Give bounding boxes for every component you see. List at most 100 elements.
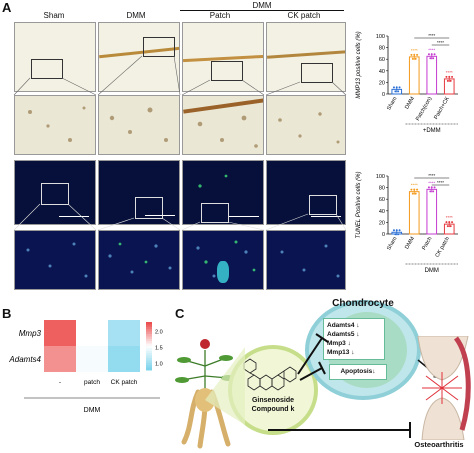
data-point xyxy=(429,57,432,60)
data-point xyxy=(410,53,413,56)
sig-bracket-label: **** xyxy=(437,40,444,45)
tunel-overview-patch xyxy=(182,160,264,225)
apoptosis-box: Apoptosis↓ xyxy=(329,364,387,380)
data-point xyxy=(394,233,397,236)
y-tick-label: 40 xyxy=(379,69,385,75)
compound-name-line1: Ginsenoside xyxy=(251,397,294,404)
heatmap-cell xyxy=(76,320,108,346)
y-tick-label: 60 xyxy=(379,197,385,203)
ihc-overview-dmm xyxy=(98,22,180,92)
x-tick-label: DMM xyxy=(404,236,416,251)
zoom-box xyxy=(211,61,243,81)
data-point xyxy=(398,86,401,89)
data-point xyxy=(448,75,451,78)
ginseng-berry xyxy=(200,339,210,349)
data-point xyxy=(446,79,449,82)
data-point xyxy=(451,75,454,78)
data-point xyxy=(413,53,416,56)
colorbar-segment xyxy=(146,350,152,354)
x-tick-label: DMM xyxy=(404,96,416,111)
heatmap-column-label: CK patch xyxy=(111,379,138,386)
data-point xyxy=(395,86,398,89)
group-label: +DMM xyxy=(423,128,441,134)
data-point xyxy=(432,190,435,193)
tunel-overview-ck-patch xyxy=(266,160,346,225)
data-point xyxy=(449,79,452,82)
colorbar-segment xyxy=(146,338,152,342)
ihc-zoom-patch xyxy=(182,95,264,155)
tunel-zoom-patch xyxy=(182,230,264,290)
x-tick-label: Patch xyxy=(421,236,433,251)
colorbar-segment xyxy=(146,336,152,340)
data-point xyxy=(427,53,430,56)
y-tick-label: 60 xyxy=(379,57,385,63)
x-tick-label: Patch+CK xyxy=(433,96,451,121)
sig-bracket-label: **** xyxy=(437,180,444,185)
x-tick-label: Patch(con) xyxy=(415,96,434,122)
data-point xyxy=(427,186,430,189)
y-tick-label: 0 xyxy=(382,92,385,98)
colorbar-segment xyxy=(146,322,152,325)
bar xyxy=(426,55,438,95)
tunel-zoom-ck-patch xyxy=(266,230,346,290)
data-point xyxy=(430,53,433,56)
colorbar-tick-label: 2.0 xyxy=(155,330,163,336)
y-tick-label: 80 xyxy=(379,186,385,192)
x-tick-label: Sham xyxy=(386,96,399,112)
zoom-box xyxy=(31,59,63,79)
zoom-box xyxy=(135,197,163,219)
column-title-dmm: DMM xyxy=(126,11,146,20)
zoom-connectors xyxy=(13,55,347,231)
heatmap-chart: Mmp3 Adamts4 - patch CK patch DMM 2.0 1.5 1.0 xyxy=(8,320,163,414)
data-point xyxy=(429,190,432,193)
colorbar-segment xyxy=(146,331,152,335)
colorbar-segment xyxy=(146,324,152,328)
heatmap-cell xyxy=(108,320,140,346)
ihc-overview-patch xyxy=(182,22,264,92)
tunel-overview-sham xyxy=(14,160,96,225)
data-point xyxy=(392,229,395,232)
data-point xyxy=(414,57,417,60)
heatmap-row-label: Adamts4 xyxy=(8,355,41,364)
data-point xyxy=(446,225,449,228)
y-axis-label: TUNEL Positive cells (%) xyxy=(356,172,362,239)
sig-bracket-label: **** xyxy=(428,33,435,38)
data-point xyxy=(411,57,414,60)
heatmap-cell xyxy=(108,346,140,372)
heatmap-row-label: Mmp3 xyxy=(19,329,42,338)
column-title-patch: Patch xyxy=(209,11,231,20)
scale-bar xyxy=(229,216,259,217)
osteoarthritis-label: Osteoarthritis xyxy=(414,440,464,449)
colorbar-segment xyxy=(146,367,152,371)
colorbar-segment xyxy=(146,326,152,330)
data-point xyxy=(430,186,433,189)
tunel-bar-chart: TUNEL Positive cells (%) 0 20 40 60 80 100 Sham… xyxy=(356,172,458,274)
callout-wedge xyxy=(205,347,245,425)
panel-b-label: B xyxy=(2,306,12,321)
heatmap-cell xyxy=(44,320,76,346)
ihc-zoom-ck-patch xyxy=(266,95,346,155)
bar xyxy=(426,188,438,235)
significance-marker: **** xyxy=(411,48,418,53)
group-label: DMM xyxy=(425,268,439,274)
sig-bracket-label: **** xyxy=(428,173,435,178)
y-tick-label: 0 xyxy=(382,232,385,238)
colorbar-segment xyxy=(146,365,152,369)
heatmap-column-label: - xyxy=(59,379,61,386)
colorbar-segment xyxy=(146,348,152,352)
data-point xyxy=(416,188,419,191)
data-point xyxy=(392,86,395,89)
data-point xyxy=(395,229,398,232)
colorbar-tick-label: 1.5 xyxy=(155,346,163,352)
data-point xyxy=(394,90,397,93)
zoom-box xyxy=(201,203,229,223)
y-tick-label: 40 xyxy=(379,209,385,215)
y-tick-label: 100 xyxy=(376,34,385,40)
panel-c-label: C xyxy=(175,306,185,321)
scale-bar xyxy=(59,216,89,217)
data-point xyxy=(414,192,417,195)
ihc-overview-ck-patch xyxy=(266,22,346,92)
y-tick-label: 80 xyxy=(379,46,385,52)
y-axis-label: MMP13 positive cells (%) xyxy=(356,31,362,98)
tunel-zoom-sham xyxy=(14,230,96,290)
